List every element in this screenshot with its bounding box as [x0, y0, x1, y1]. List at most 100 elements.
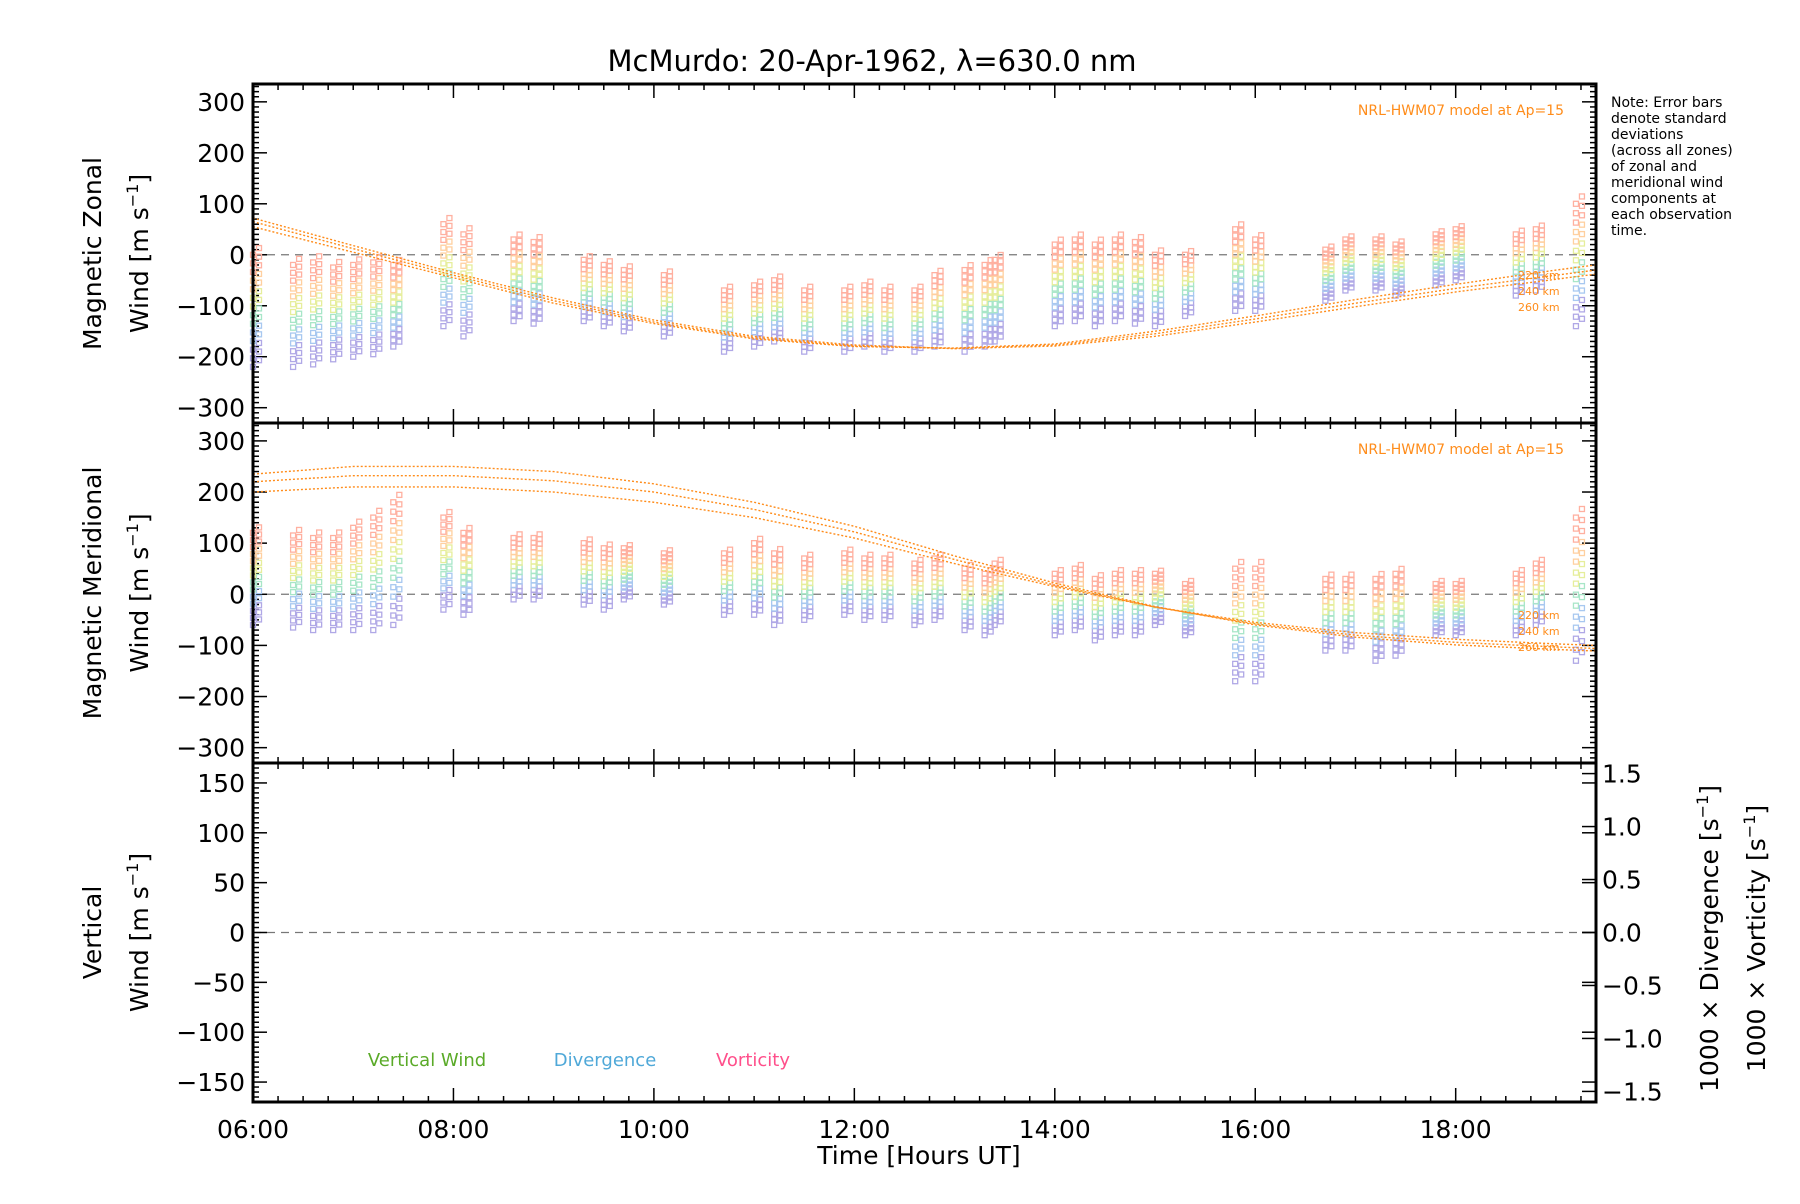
- zonal-obs-point: [961, 329, 968, 336]
- meridional-obs-point: [756, 601, 764, 609]
- zonal-obs-point: [466, 225, 473, 232]
- meridional-obs-point: [330, 612, 337, 620]
- meridional-obs-point: [1578, 615, 1586, 623]
- zonal-obs-point: [315, 260, 323, 268]
- meridional-obs-point: [466, 581, 473, 588]
- meridional-obs-point: [600, 545, 607, 552]
- zonal-obs-point: [1348, 260, 1355, 268]
- meridional-obs-point: [309, 556, 317, 563]
- zonal-obs-point: [1157, 285, 1165, 293]
- meridional-obs-point: [370, 540, 377, 547]
- meridional-obs-point: [1232, 678, 1239, 685]
- zonal-obs-point: [1137, 233, 1145, 241]
- zonal-obs-point: [309, 306, 317, 313]
- meridional-obs-point: [750, 545, 758, 552]
- meridional-obs-point: [1348, 610, 1355, 617]
- meridional-obs-point: [847, 546, 854, 553]
- zonal-obs-point: [396, 294, 403, 301]
- zonal-obs-point: [1137, 259, 1145, 266]
- zonal-obs-point: [376, 260, 383, 268]
- meridional-obs-point: [1187, 613, 1195, 620]
- meridional-obs-point: [1432, 592, 1439, 600]
- meridional-obs-point: [255, 609, 263, 616]
- zonal-obs-point: [536, 252, 543, 260]
- meridional-obs-point: [626, 565, 633, 572]
- meridional-obs-point: [1322, 608, 1329, 616]
- meridional-obs-point: [295, 526, 303, 534]
- zonal-obs-point: [396, 325, 403, 333]
- zonal-obs-point: [516, 262, 523, 270]
- meridional-obs-point: [330, 577, 337, 584]
- zonal-obs-point: [289, 348, 297, 355]
- legend-item: Vertical Wind: [368, 1050, 486, 1071]
- zonal-obs-point: [1512, 231, 1519, 238]
- zonal-obs-point: [881, 287, 888, 294]
- meridional-obs-point: [336, 536, 343, 543]
- zonal-obs-point: [1091, 279, 1099, 286]
- zonal-obs-point: [376, 345, 383, 352]
- vertical-ylabel-line1: Vertical: [78, 886, 107, 980]
- meridional-obs-point: [1452, 628, 1459, 635]
- zonal-obs-point: [1438, 259, 1445, 266]
- meridional-obs-point: [1342, 586, 1349, 594]
- meridional-obs-point: [1392, 646, 1399, 653]
- zonal-obs-point: [1572, 275, 1580, 283]
- zonal-obs-point: [1137, 284, 1145, 291]
- meridional-obs-point: [1258, 567, 1265, 574]
- meridional-obs-point: [1438, 617, 1445, 624]
- zonal-obs-point: [446, 230, 453, 237]
- meridional-obs-point: [1252, 626, 1259, 633]
- zonal-obs-point: [536, 259, 543, 266]
- meridional-obs-point: [1151, 598, 1159, 605]
- zonal-obs-point: [1157, 258, 1165, 265]
- zonal-obs-point: [1572, 313, 1580, 320]
- zonal-obs-point: [991, 325, 998, 333]
- meridional-obs-point: [771, 583, 778, 590]
- zonal-obs-point: [1111, 267, 1119, 275]
- zonal-obs-point: [1398, 250, 1405, 257]
- zonal-obs-point: [1322, 258, 1329, 265]
- meridional-obs-point: [309, 541, 317, 549]
- zonal-obs-point: [1232, 232, 1239, 239]
- zonal-obs-point: [991, 300, 998, 307]
- vertical-ytick-label: −50: [192, 968, 245, 997]
- zonal-obs-point: [1077, 300, 1084, 307]
- meridional-obs-point: [440, 556, 447, 564]
- meridional-obs-point: [370, 600, 377, 608]
- zonal-obs-point: [1372, 236, 1379, 243]
- vertical-ytick-label: 50: [213, 869, 245, 898]
- meridional-obs-point: [356, 526, 363, 533]
- zonal-obs-point: [1578, 278, 1586, 285]
- meridional-obs-point: [1578, 527, 1586, 535]
- zonal-obs-point: [1342, 236, 1349, 243]
- zonal-obs-point: [1258, 286, 1265, 294]
- meridional-obs-point: [466, 524, 473, 532]
- meridional-obs-point: [315, 571, 323, 579]
- meridional-obs-point: [309, 534, 317, 542]
- zonal-obs-point: [1458, 238, 1465, 246]
- zonal-obs-point: [991, 288, 998, 295]
- meridional-obs-point: [756, 579, 764, 587]
- zonal-obs-point: [295, 255, 303, 263]
- zonal-obs-point: [1432, 250, 1439, 258]
- zonal-obs-point: [255, 357, 263, 364]
- zonal-obs-point: [1432, 266, 1439, 273]
- zonal-obs-point: [289, 332, 297, 339]
- meridional-model-label: NRL-HWM07 model at Ap=15: [1358, 442, 1564, 458]
- zonal-obs-point: [987, 319, 994, 326]
- zonal-obs-point: [1342, 271, 1349, 278]
- zonal-obs-point: [1572, 200, 1580, 207]
- zonal-obs-point: [1258, 297, 1265, 305]
- meridional-obs-point: [626, 542, 633, 549]
- zonal-obs-point: [1077, 287, 1084, 295]
- zonal-obs-point: [1252, 236, 1259, 243]
- zonal-obs-point: [336, 336, 343, 343]
- meridional-obs-point: [1097, 572, 1105, 579]
- zonal-obs-point: [516, 256, 523, 263]
- zonal-obs-point: [1252, 285, 1259, 293]
- meridional-obs-point: [440, 549, 447, 557]
- zonal-obs-point: [309, 353, 317, 360]
- zonal-obs-point: [1372, 244, 1379, 251]
- zonal-obs-point: [1398, 238, 1405, 245]
